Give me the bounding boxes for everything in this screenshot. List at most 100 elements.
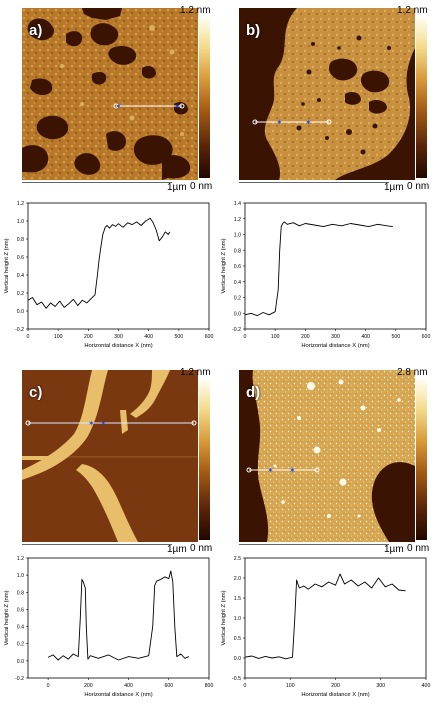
x-tick-label: 300: [114, 334, 123, 340]
colorbar-min-c: 0 nm: [190, 543, 213, 554]
y-tick-label: 1.2: [17, 201, 24, 207]
y-tick-label: 0.0: [17, 309, 24, 315]
y-tick-label: 1.2: [17, 556, 24, 562]
svg-text:✶: ✶: [267, 466, 274, 475]
x-tick-label: 300: [376, 683, 385, 689]
colorbar-min-d: 0 nm: [407, 543, 430, 554]
svg-text:✶: ✶: [88, 419, 95, 428]
height-profile-line: [27, 217, 171, 309]
colorbar-max-d: 2.8 nm: [397, 367, 428, 378]
x-tick-label: 500: [175, 334, 184, 340]
plot-frame: [27, 557, 210, 679]
panel-label-b: b): [246, 22, 261, 39]
panel-label-a: a): [29, 22, 43, 39]
y-tick-label: 0.2: [17, 642, 24, 648]
y-tick-label: 2.5: [234, 556, 241, 562]
x-tick-label: 200: [84, 683, 93, 689]
x-tick-label: 500: [392, 334, 401, 340]
height-profile-chart-b: -0.2 0.0 0.2 0.4 0.6 0.8 1.0 1.2 1.4 0 100 200 300 40…: [217, 195, 434, 355]
y-tick-label: 0.4: [234, 280, 241, 286]
y-tick-label: 1.4: [234, 201, 241, 207]
scalebar-b: 1µm: [384, 182, 404, 193]
x-tick-label: 400: [361, 334, 370, 340]
colorbar-a: [199, 18, 210, 178]
y-tick-label: 1.0: [17, 573, 24, 579]
y-axis-label: Vertical height Z (nm): [4, 238, 10, 293]
plot-frame: [244, 202, 427, 330]
colorbar-max-b: 1.2 nm: [397, 5, 428, 16]
svg-text:✶: ✶: [305, 118, 312, 127]
y-tick-label: 0.2: [17, 291, 24, 297]
colorbar-max-c: 1.2 nm: [180, 367, 211, 378]
scalebar-line-c: [22, 544, 172, 545]
y-tick-label: 1.2: [234, 217, 241, 223]
x-axis-label: Horizontal distance X (nm): [84, 343, 152, 349]
y-tick-label: 0.4: [17, 625, 24, 631]
y-tick-label: 0.4: [17, 273, 24, 279]
height-profile-chart-a: -0.2 0.0 0.2 0.4 0.6 0.8 1.0 1.2 0 100 200 300 400 50…: [0, 195, 217, 355]
height-profile-chart-c: -0.2 0.0 0.2 0.4 0.6 0.8 1.0 1.2 0 200 400 600 800 Ho…: [0, 550, 217, 704]
y-tick-label: 0.6: [17, 607, 24, 613]
scalebar-c: 1µm: [167, 544, 187, 555]
height-profile-line: [244, 573, 406, 660]
svg-text:✶: ✶: [276, 118, 283, 127]
height-profile-line: [47, 570, 190, 661]
svg-text:✶: ✶: [174, 102, 181, 111]
x-tick-label: 200: [301, 334, 310, 340]
y-tick-label: 1.5: [234, 596, 241, 602]
x-tick-label: 100: [271, 334, 280, 340]
x-tick-label: 100: [54, 334, 63, 340]
panel-label-c: c): [29, 384, 43, 401]
y-tick-label: 0.5: [234, 636, 241, 642]
x-axis-label: Horizontal distance X (nm): [301, 692, 369, 698]
y-tick-label: 0.8: [17, 237, 24, 243]
afm-image-b: ✶ ✶ b): [239, 8, 415, 180]
x-tick-label: 0: [27, 334, 30, 340]
colorbar-d: [416, 380, 427, 540]
afm-image-c: ✶ ✶ c): [22, 370, 198, 542]
x-tick-label: 600: [422, 334, 431, 340]
y-tick-label: -0.2: [15, 327, 24, 333]
colorbar-c: [199, 380, 210, 540]
panel-label-d: d): [246, 384, 261, 401]
afm-image-a: ✶ ✶ a): [22, 8, 198, 180]
x-tick-label: 100: [286, 683, 295, 689]
y-tick-label: 0.8: [17, 590, 24, 596]
y-tick-label: 2.0: [234, 576, 241, 582]
svg-text:✶: ✶: [115, 102, 122, 111]
height-profile-line: [244, 221, 393, 317]
y-tick-label: 0.0: [234, 656, 241, 662]
y-tick-label: 1.0: [234, 616, 241, 622]
svg-text:✶: ✶: [289, 466, 296, 475]
y-tick-label: 1.0: [234, 233, 241, 239]
x-tick-label: 0: [47, 683, 50, 689]
y-tick-label: 0.6: [17, 255, 24, 261]
colorbar-b: [416, 18, 427, 178]
panel-c: ✶ ✶ c) 1.2 nm 0 nm 1µm: [0, 362, 217, 555]
y-tick-label: 0.8: [234, 248, 241, 254]
plot-frame: [27, 202, 210, 330]
x-tick-label: 0: [244, 683, 247, 689]
scalebar-line-a: [22, 182, 172, 183]
x-tick-label: 800: [205, 683, 214, 689]
panel-d: ✶ ✶ d) 2.8 nm 0 nm 1µm: [217, 362, 434, 555]
y-tick-label: 0.2: [234, 296, 241, 302]
scalebar-line-b: [239, 182, 389, 183]
x-axis-label: Horizontal distance X (nm): [301, 343, 369, 349]
colorbar-min-a: 0 nm: [190, 181, 213, 192]
scalebar-a: 1µm: [167, 182, 187, 193]
x-tick-label: 200: [84, 334, 93, 340]
x-tick-label: 400: [144, 334, 153, 340]
y-axis-label: Vertical height Z (nm): [221, 590, 227, 645]
colorbar-min-b: 0 nm: [407, 181, 430, 192]
y-axis-label: Vertical height Z (nm): [4, 590, 10, 645]
scalebar-d: 1µm: [384, 544, 404, 555]
x-tick-label: 400: [124, 683, 133, 689]
x-axis-label: Horizontal distance X (nm): [84, 692, 152, 698]
x-tick-label: 600: [205, 334, 214, 340]
y-tick-label: 0.0: [234, 311, 241, 317]
panel-a: ✶ ✶ a) 1.2 nm 0 nm 1µm: [0, 0, 217, 193]
height-profile-chart-d: -0.5 0.0 0.5 1.0 1.5 2.0 2.5 0 100 200 300 400 Horiz…: [217, 550, 434, 704]
y-tick-label: -0.2: [232, 327, 241, 333]
y-tick-label: 0.6: [234, 264, 241, 270]
